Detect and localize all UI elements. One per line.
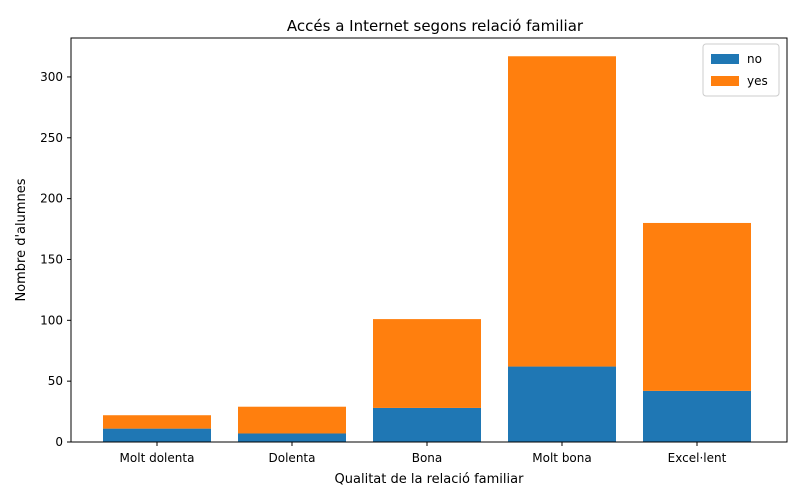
bar-segment-yes — [643, 222, 751, 391]
y-tick-label: 250 — [40, 131, 63, 145]
x-tick-label: Excel·lent — [668, 451, 727, 465]
x-tick-label: Dolenta — [269, 451, 316, 465]
x-axis: Molt dolenta Dolenta Bona Molt bona Excel·le… — [120, 442, 727, 465]
y-tick-label: 50 — [48, 374, 63, 388]
y-tick-label: 200 — [40, 192, 63, 206]
y-axis: 0 50 100 150 200 250 300 — [40, 70, 71, 449]
x-axis-label: Qualitat de la relació familiar — [335, 472, 525, 487]
legend: no yes — [702, 43, 780, 97]
bar-segment-yes — [238, 406, 346, 434]
y-tick-label: 300 — [40, 70, 63, 84]
y-tick-label: 150 — [40, 252, 63, 266]
legend-box — [702, 43, 780, 97]
y-tick-label: 0 — [55, 435, 63, 449]
bar-segment-yes — [508, 56, 616, 367]
bar-segment-no — [103, 428, 211, 442]
legend-label-yes: yes — [747, 74, 768, 88]
y-axis-label: Nombre d'alumnes — [14, 178, 29, 301]
bars-layer — [103, 56, 751, 442]
chart-title: Accés a Internet segons relació familiar — [287, 17, 584, 35]
x-tick-label: Bona — [412, 451, 443, 465]
x-tick-label: Molt dolenta — [120, 451, 195, 465]
legend-swatch-no — [711, 54, 739, 64]
legend-swatch-yes — [711, 76, 739, 86]
bar-segment-no — [643, 390, 751, 442]
bar-segment-yes — [373, 319, 481, 408]
bar-segment-no — [238, 433, 346, 442]
bar-segment-yes — [103, 415, 211, 429]
bar-segment-no — [508, 366, 616, 442]
bar-segment-no — [373, 407, 481, 442]
plot-area-frame — [70, 37, 788, 443]
legend-label-no: no — [747, 52, 762, 66]
y-tick-label: 100 — [40, 313, 63, 327]
x-tick-label: Molt bona — [532, 451, 591, 465]
